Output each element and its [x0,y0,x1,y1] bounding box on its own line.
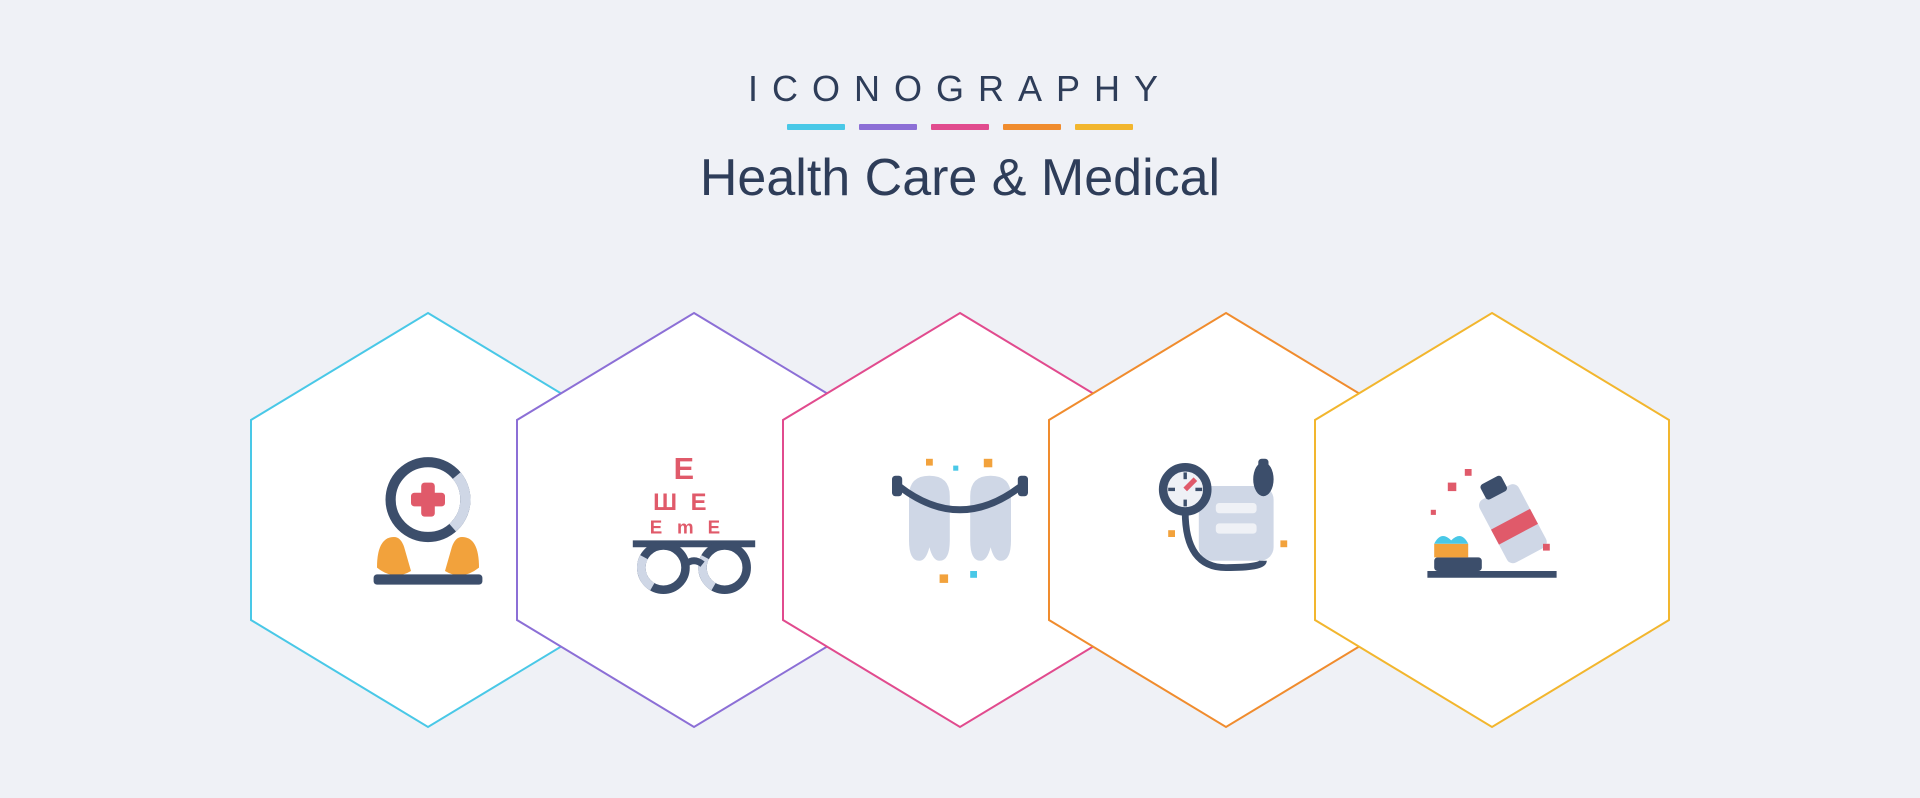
blood-pressure-icon [1141,435,1311,605]
header: ICONOGRAPHY Health Care & Medical [0,68,1920,208]
pack-title: Health Care & Medical [0,148,1920,208]
stripe-4 [1003,124,1061,130]
stripe-1 [787,124,845,130]
stripe-3 [931,124,989,130]
svg-text:m: m [677,517,694,538]
icon-row: E Ш E E m E [0,300,1920,740]
hex-5 [1307,305,1677,735]
medical-care-icon [343,435,513,605]
svg-text:E: E [691,489,707,516]
svg-text:E: E [674,452,694,486]
svg-text:Ш: Ш [653,489,677,516]
svg-text:E: E [650,517,662,538]
eye-test-icon: E Ш E E m E [609,435,779,605]
stripe-row [0,124,1920,130]
stripe-5 [1075,124,1133,130]
brand-label: ICONOGRAPHY [0,68,1920,110]
dental-floss-icon [875,435,1045,605]
stripe-2 [859,124,917,130]
svg-text:E: E [708,517,720,538]
toothpaste-icon [1407,435,1577,605]
